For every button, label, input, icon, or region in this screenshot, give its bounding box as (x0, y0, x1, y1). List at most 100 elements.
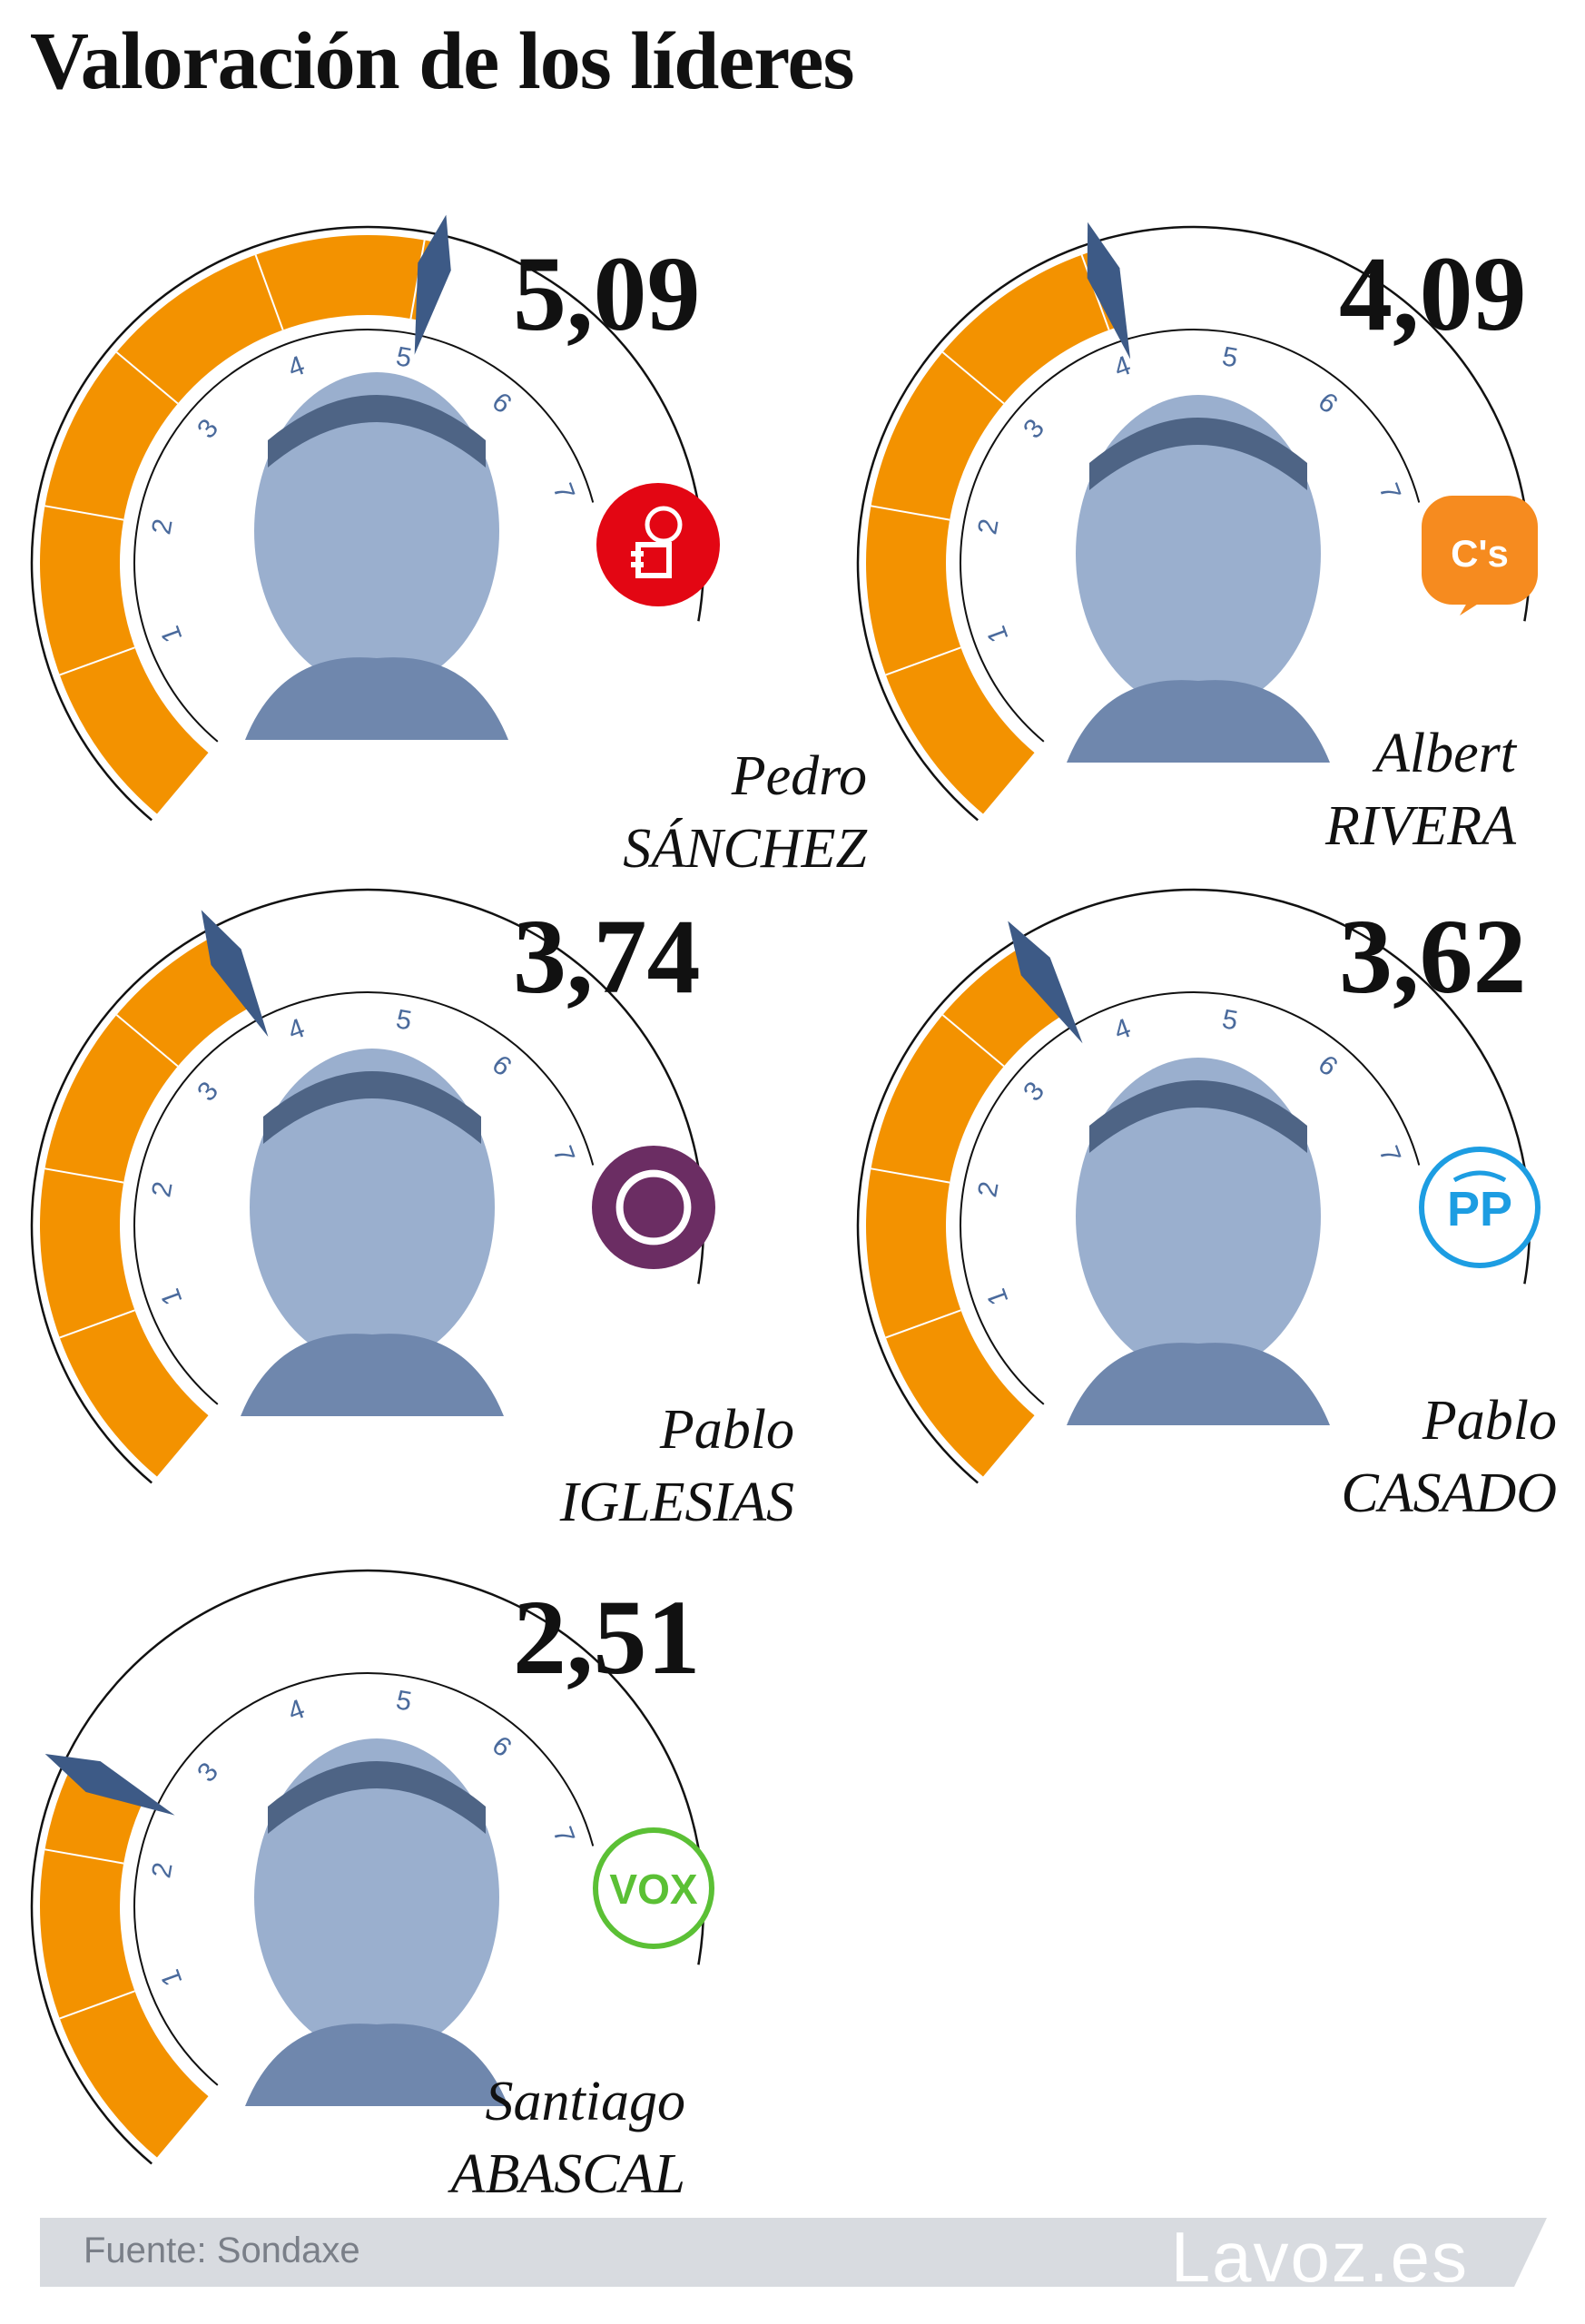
tick-label: 1 (981, 622, 1015, 646)
gauge-fill (39, 234, 440, 814)
gauge-needle (1008, 921, 1083, 1044)
portrait-photo (1067, 395, 1330, 763)
portrait-photo (245, 1738, 508, 2106)
portrait-hair (1089, 418, 1307, 490)
tick-label: 3 (1018, 413, 1050, 444)
tick-label: 2 (972, 1179, 1004, 1199)
gauge-segment-divider (885, 1309, 961, 1339)
gauge-fill (866, 945, 1065, 1477)
pp-icon: PP (1419, 1147, 1541, 1268)
gauge-svg: 1 2 3 4 5 6 7 (30, 214, 705, 822)
gauge-segment-divider (59, 1990, 135, 2020)
leader-last-name: SÁNCHEZ (623, 818, 867, 880)
gauge-outer-arc (856, 888, 1531, 1484)
tick-label: 2 (146, 517, 178, 537)
vox-icon: VOX (593, 1827, 714, 1949)
gauge-svg: 1 2 3 4 5 6 7 (30, 1569, 705, 2165)
gauge-needle (1087, 222, 1131, 359)
gauge-svg: 1 2 3 4 5 6 7 (30, 888, 705, 1484)
portrait-photo (241, 1049, 504, 1416)
gauge-segment-divider (44, 1167, 124, 1184)
gauge-segment-divider (44, 1848, 124, 1865)
footer-bar: Fuente: Sondaxe Lavoz.es (40, 2218, 1547, 2287)
logo-disc (593, 1827, 714, 1949)
tick-label: 1 (155, 1285, 189, 1309)
psoe-rose-fist-icon (596, 483, 720, 606)
gauge-needle (44, 1754, 175, 1816)
tick-label: 6 (487, 387, 517, 419)
gauge-outer-arc (856, 225, 1531, 822)
portrait-head (254, 372, 499, 690)
logo-text: VOX (609, 1866, 697, 1913)
gauge-segment-divider (871, 505, 950, 521)
logo-bubble (1422, 496, 1538, 605)
portrait-shoulders (1067, 680, 1330, 763)
tick-label: 1 (981, 1285, 1015, 1309)
rose-shape (645, 506, 683, 544)
portrait-shoulders (241, 1334, 504, 1416)
leader-first-name: Albert (1375, 723, 1516, 784)
gauge-outer-arc (30, 1569, 705, 2165)
source-note: Fuente: Sondaxe (84, 2230, 360, 2270)
gauge-segment-divider (59, 646, 135, 676)
gauge-fill (39, 935, 252, 1477)
gauge-inner-arc (960, 991, 1421, 1405)
gauge-segment-divider (59, 1309, 135, 1339)
tick-label: 5 (1220, 341, 1240, 373)
gauge-abascal: 1 2 3 4 5 6 7 2,51 VOX Santiago ABASCAL (18, 1525, 799, 2205)
ciudadanos-cs-icon: C's (1422, 496, 1538, 615)
chart-title: Valoración de los líderes (30, 16, 855, 106)
gauge-rivera: 1 2 3 4 5 6 7 4,09 C's Albert RIVERA (844, 182, 1585, 857)
logo-text: PP (1447, 1182, 1512, 1236)
portrait-hair (263, 1071, 481, 1144)
podemos-circle-icon (592, 1146, 715, 1269)
tick-label: 4 (1110, 1013, 1135, 1047)
gauge-segment-divider (885, 646, 961, 676)
leader-first-name: Santiago (485, 2071, 685, 2132)
gauge-outer-arc (30, 225, 705, 822)
gauge-outer-arc (30, 888, 705, 1484)
score-label: 3,74 (513, 897, 701, 1016)
gauge-segment-divider (254, 254, 284, 330)
leader-first-name: Pablo (659, 1399, 794, 1461)
gauge-segment-divider (941, 1014, 1005, 1068)
portrait-shoulders (245, 657, 508, 740)
gauge-segment-divider (115, 351, 179, 405)
score-label: 2,51 (513, 1578, 701, 1697)
portrait-photo (1067, 1058, 1330, 1425)
portrait-head (1076, 395, 1321, 713)
tick-label: 4 (1110, 350, 1135, 384)
brand-watermark: Lavoz.es (1170, 2217, 1469, 2297)
tick-label: 3 (192, 1757, 224, 1787)
tick-label: 7 (1373, 1142, 1406, 1167)
portrait-hair (268, 1761, 486, 1834)
gauge-inner-arc (133, 991, 595, 1405)
tick-label: 7 (546, 479, 580, 504)
tick-label: 5 (1220, 1004, 1240, 1036)
leader-first-name: Pedro (731, 745, 867, 807)
leader-last-name: ABASCAL (450, 2143, 685, 2205)
tick-label: 4 (284, 350, 309, 384)
gauge-svg: 1 2 3 4 5 6 7 (856, 888, 1531, 1484)
leader-name: Pedro SÁNCHEZ (623, 740, 867, 885)
tick-label: 7 (546, 1823, 580, 1847)
fist-shape (631, 542, 672, 578)
portrait-hair (1089, 1080, 1307, 1153)
leader-last-name: CASADO (1341, 1462, 1557, 1524)
gauge-fill (866, 250, 1120, 814)
gauge-needle (201, 910, 269, 1038)
tick-label: 3 (192, 413, 224, 444)
gauge-inner-arc (133, 329, 595, 743)
logo-disc (1419, 1147, 1541, 1268)
tick-label: 2 (146, 1860, 178, 1880)
portrait-head (1076, 1058, 1321, 1375)
tick-label: 4 (284, 1694, 309, 1728)
portrait-photo (245, 372, 508, 740)
gauge-iglesias: 1 2 3 4 5 6 7 3,74 Pablo IGLESIAS (18, 844, 799, 1533)
gauge-segment-divider (871, 1167, 950, 1184)
tick-label: 2 (972, 517, 1004, 537)
tick-label: 7 (546, 1142, 580, 1167)
leader-first-name: Pablo (1422, 1390, 1557, 1452)
tick-label: 1 (155, 1965, 189, 1990)
logo-ring (615, 1169, 692, 1246)
